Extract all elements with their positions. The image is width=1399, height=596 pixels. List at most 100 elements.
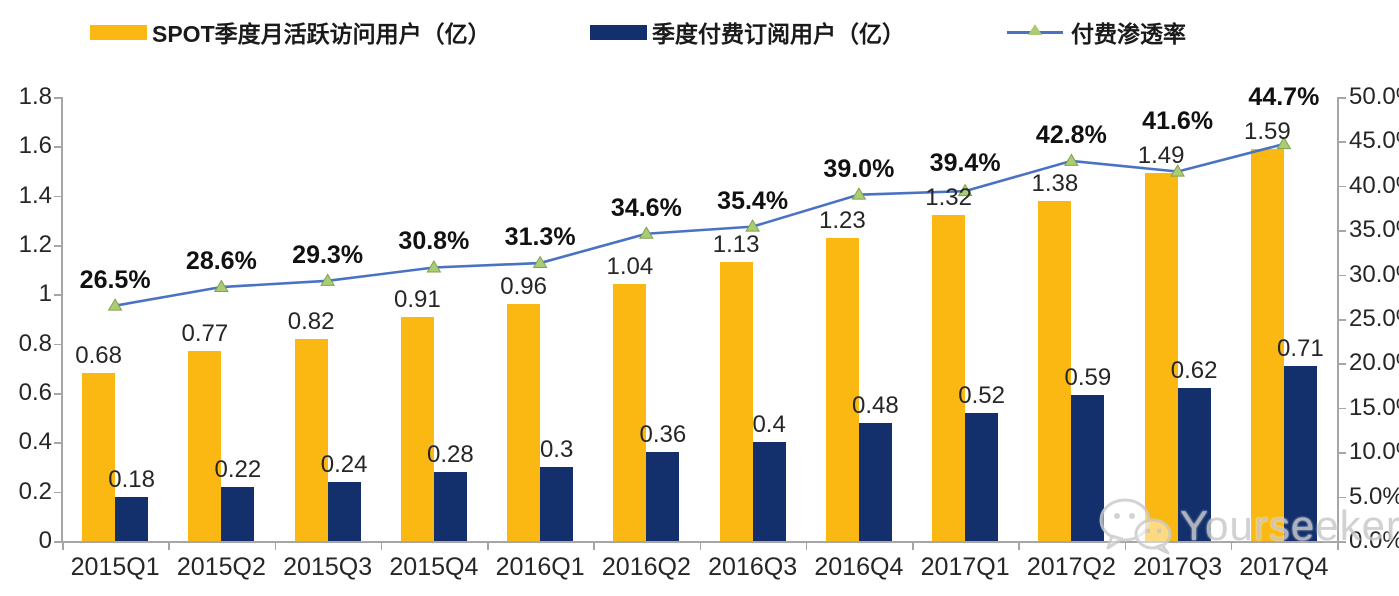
y-right-tick-label: 0.0% [1349, 527, 1399, 554]
x-tick-label: 2016Q3 [708, 553, 798, 581]
subs-bar [1283, 365, 1317, 541]
penetration-legend-label: 付费渗透率 [1071, 21, 1186, 47]
y-left-tick-mark [54, 541, 61, 543]
subs-bar [221, 486, 255, 541]
mau-value-label: 1.23 [819, 206, 866, 234]
penetration-label: 30.8% [398, 227, 470, 256]
x-tick-label: 2016Q2 [601, 553, 691, 581]
mau-value-label: 1.38 [1031, 169, 1079, 197]
mau-bar [507, 304, 541, 541]
y-right-tick-mark [1339, 496, 1346, 499]
legend-item-penetration: 付费渗透率 [1007, 20, 1186, 47]
x-axis-tick-mark [699, 543, 701, 550]
mau-value-label: 1.59 [1244, 117, 1291, 145]
penetration-marker-icon [426, 260, 442, 273]
y-right-tick-label: 50.0% [1349, 83, 1399, 110]
subs-bar [1071, 395, 1105, 541]
penetration-label: 39.0% [823, 154, 895, 183]
penetration-marker-icon [532, 255, 548, 269]
y-right-tick-label: 45.0% [1349, 127, 1399, 155]
penetration-label: 39.4% [929, 149, 1001, 178]
x-axis-tick-mark [1337, 543, 1339, 550]
subs-bar [965, 412, 999, 541]
y-left-tick-label: 1.8 [18, 83, 52, 110]
x-axis-line [61, 541, 1339, 543]
x-axis-tick-mark [805, 543, 808, 550]
y-right-tick-mark [1339, 363, 1346, 365]
mau-value-label: 1.49 [1137, 142, 1185, 170]
y-right-tick-mark [1339, 452, 1346, 454]
x-axis-tick-mark [274, 543, 276, 550]
y-right-tick-mark [1339, 407, 1346, 410]
x-tick-label: 2017Q2 [1026, 553, 1116, 581]
y-right-tick-label: 20.0% [1349, 349, 1399, 377]
x-axis-tick-mark [593, 543, 595, 550]
penetration-label: 31.3% [504, 223, 576, 252]
subs-value-label: 0.52 [958, 381, 1005, 409]
mau-value-label: 0.77 [181, 320, 229, 348]
y-right-tick-mark [1339, 97, 1346, 99]
subs-value-label: 0.28 [427, 440, 474, 468]
y-right-tick-label: 30.0% [1349, 260, 1399, 288]
y-right-tick-mark [1339, 141, 1346, 143]
penetration-legend-line-icon [1007, 20, 1063, 44]
x-axis-tick-mark [1018, 543, 1020, 550]
x-axis-tick-mark [62, 543, 64, 550]
subs-bar [327, 481, 361, 541]
y-right-tick-mark [1339, 185, 1346, 188]
y-left-tick-mark [54, 97, 61, 99]
penetration-marker-icon [745, 219, 761, 232]
y-left-tick-label: 0.8 [18, 329, 52, 357]
legend-item-subs: 季度付费订阅用户（亿） [590, 20, 905, 47]
mau-value-label: 0.68 [75, 342, 122, 370]
y-right-tick-mark [1339, 230, 1346, 232]
subs-value-label: 0.59 [1064, 364, 1112, 392]
y-left-tick-label: 1.2 [18, 231, 52, 258]
left-y-axis-line [61, 97, 63, 542]
y-left-tick-label: 1.6 [18, 132, 52, 160]
penetration-marker-icon [213, 279, 229, 293]
subs-value-label: 0.62 [1170, 357, 1218, 385]
x-tick-label: 2016Q1 [495, 553, 585, 581]
subs-bar [858, 422, 892, 541]
penetration-marker-icon [107, 298, 123, 311]
y-left-tick-mark [54, 343, 61, 346]
subs-value-label: 0.36 [639, 421, 687, 449]
mau-value-label: 1.32 [925, 184, 972, 212]
y-right-tick-label: 35.0% [1349, 216, 1399, 244]
y-right-tick-mark [1339, 274, 1346, 277]
x-tick-label: 2015Q1 [70, 553, 160, 581]
watermark: Yourseeker [1098, 496, 1399, 556]
mau-bar [932, 215, 966, 541]
x-tick-label: 2016Q4 [814, 553, 904, 581]
y-right-tick-label: 25.0% [1349, 305, 1399, 332]
x-tick-label: 2015Q2 [176, 553, 266, 581]
penetration-label: 44.7% [1248, 82, 1320, 111]
x-axis-tick-mark [168, 543, 170, 550]
x-axis-tick-mark [912, 543, 914, 550]
subs-legend-swatch-icon [590, 24, 647, 40]
subs-value-label: 0.71 [1277, 334, 1324, 362]
subs-bar [433, 471, 467, 541]
subs-bar [752, 442, 786, 541]
mau-legend-swatch-icon [90, 24, 147, 40]
x-tick-label: 2017Q3 [1133, 553, 1223, 581]
y-left-tick-label: 0.6 [18, 379, 52, 406]
subs-value-label: 0.3 [539, 436, 574, 463]
x-tick-label: 2017Q1 [920, 553, 1010, 581]
y-left-tick-mark [54, 294, 61, 296]
y-right-tick-label: 5.0% [1349, 482, 1399, 510]
subs-bar [540, 467, 574, 541]
y-left-tick-mark [54, 146, 61, 148]
mau-value-label: 0.91 [394, 285, 441, 313]
subs-legend-label: 季度付费订阅用户（亿） [652, 21, 905, 47]
x-axis-tick-mark [1230, 543, 1233, 550]
y-left-tick-label: 0 [38, 527, 52, 554]
y-right-tick-label: 40.0% [1349, 171, 1399, 199]
y-left-tick-mark [54, 442, 61, 444]
mau-legend-label: SPOT季度月活跃访问用户（亿） [152, 21, 491, 47]
penetration-line [114, 142, 1285, 307]
y-left-tick-label: 0.4 [18, 428, 52, 456]
watermark-text: Yourseeker [1180, 502, 1399, 549]
